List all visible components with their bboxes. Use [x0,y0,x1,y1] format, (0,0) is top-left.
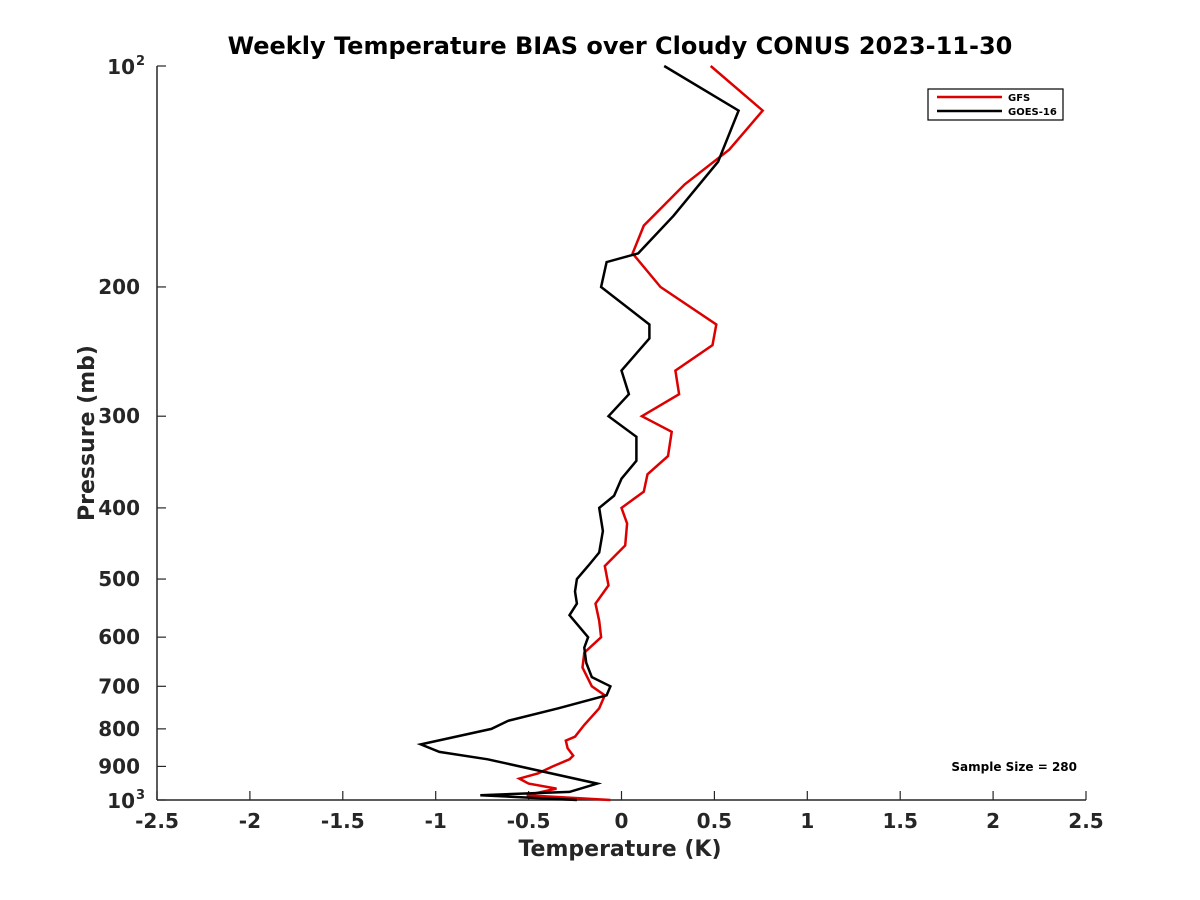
series-lines [416,64,765,802]
y-tick-exponent: 3 [136,788,145,803]
x-axis-label: Temperature (K) [518,837,721,862]
x-tick-label: -2 [239,809,261,833]
y-tick-label: 400 [98,496,140,520]
x-tick-label: -0.5 [507,809,551,833]
legend-label-gfs: GFS [1008,93,1030,104]
legend-box [927,88,1064,121]
x-tick-label: 0.5 [697,809,732,833]
y-axis-label: Pressure (mb) [75,345,100,521]
x-tick-label: -2.5 [135,809,179,833]
y-tick-label: 10 [107,55,135,79]
legend-label-goes-16: GOES-16 [1008,107,1057,118]
y-tick-label: 10 [107,789,135,813]
chart-title: Weekly Temperature BIAS over Cloudy CONU… [228,32,1013,60]
series-line-goes-16 [416,64,741,802]
x-tick-label: -1.5 [321,809,365,833]
x-tick-label: -1 [425,809,447,833]
x-tick-label: 1 [800,809,814,833]
x-tick-label: 1.5 [882,809,917,833]
x-axis-ticks: -2.5 -2 -1.5 -1 -0.5 0 0.5 1 1.5 2 2.5 [135,791,1104,833]
y-tick-label: 200 [98,275,140,299]
legend: GFS GOES-16 [927,88,1064,121]
plot-area [156,66,1086,801]
sample-size-annotation: Sample Size = 280 [951,760,1077,774]
y-tick-label: 700 [98,674,140,698]
x-tick-label: 2 [986,809,1000,833]
y-tick-label: 300 [98,404,140,428]
series-line-gfs [515,65,765,802]
x-tick-label: 2.5 [1068,809,1103,833]
y-tick-label: 800 [98,717,140,741]
x-tick-label: 0 [615,809,629,833]
y-tick-label: 500 [98,567,140,591]
y-tick-exponent: 2 [136,54,145,69]
y-tick-label: 600 [98,625,140,649]
y-tick-label: 900 [98,754,140,778]
